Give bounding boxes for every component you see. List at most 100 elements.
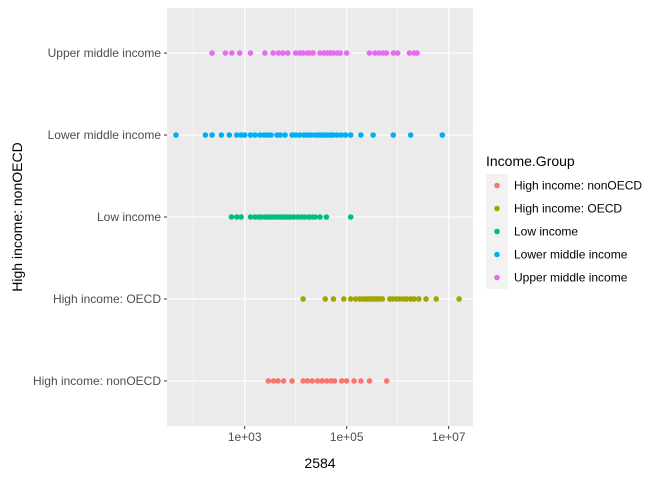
data-point <box>300 50 306 56</box>
points-layer <box>173 50 462 384</box>
data-point <box>300 296 306 302</box>
data-point <box>247 214 254 220</box>
x-axis-title: 2584 <box>304 455 335 471</box>
data-point <box>347 214 354 220</box>
legend-key-dot <box>494 182 500 189</box>
data-point <box>301 214 308 220</box>
data-point <box>383 50 390 56</box>
data-point <box>439 132 446 138</box>
data-point <box>342 132 349 138</box>
data-point <box>202 132 209 138</box>
data-point <box>252 132 258 138</box>
data-point <box>247 132 254 138</box>
data-point <box>343 50 350 56</box>
data-point <box>383 378 390 384</box>
data-point <box>312 214 318 220</box>
data-point <box>370 132 376 138</box>
data-point <box>334 132 340 138</box>
data-point <box>351 378 357 384</box>
legend-title: Income.Group <box>486 153 575 169</box>
data-point <box>280 50 286 56</box>
data-point <box>403 296 410 302</box>
data-point <box>416 296 422 302</box>
x-tick-label: 1e+05 <box>330 430 364 444</box>
y-axis-title: High income: nonOECD <box>9 142 25 291</box>
data-point <box>366 50 373 56</box>
data-point <box>233 214 240 220</box>
data-point <box>379 296 386 302</box>
legend-key-dot <box>494 251 500 258</box>
data-point <box>352 296 359 302</box>
data-point <box>209 132 215 138</box>
legend-label: Lower middle income <box>514 248 628 262</box>
data-point <box>411 296 417 302</box>
data-point <box>275 378 281 384</box>
data-point <box>330 296 337 302</box>
data-point <box>433 296 440 302</box>
data-point <box>265 378 272 384</box>
data-point <box>218 132 225 138</box>
data-point <box>270 50 276 56</box>
data-point <box>358 378 364 384</box>
data-point <box>317 214 323 220</box>
data-point <box>338 132 344 138</box>
data-point <box>347 132 354 138</box>
data-point <box>284 50 291 56</box>
data-point <box>247 50 254 56</box>
data-point <box>277 132 284 138</box>
data-point <box>236 50 243 56</box>
data-point <box>257 132 263 138</box>
data-point <box>347 296 354 302</box>
legend: Income.Group High income: nonOECD High in… <box>486 153 642 289</box>
legend-label: High income: nonOECD <box>514 179 642 193</box>
y-tick-label: High income: OECD <box>53 292 161 306</box>
data-point <box>358 132 364 138</box>
data-point <box>309 378 315 384</box>
data-point <box>338 378 345 384</box>
legend-label: Upper middle income <box>514 271 628 285</box>
data-point <box>292 132 299 138</box>
data-point <box>304 378 311 384</box>
data-point <box>300 378 306 384</box>
data-point <box>372 50 378 56</box>
data-point <box>296 132 303 138</box>
data-point <box>292 50 299 56</box>
data-point <box>324 378 330 384</box>
data-point <box>414 50 420 56</box>
x-tick-label: 1e+07 <box>432 430 466 444</box>
y-tick-label: High income: nonOECD <box>33 374 161 388</box>
data-point <box>228 214 235 220</box>
data-point <box>308 132 314 138</box>
data-point <box>423 296 429 302</box>
data-point <box>406 50 413 56</box>
data-point <box>317 50 323 56</box>
data-point <box>314 378 321 384</box>
data-point <box>241 132 248 138</box>
legend-key-dot <box>494 274 500 281</box>
data-point <box>262 50 268 56</box>
legend-label: Low income <box>514 225 578 239</box>
legend-key-dot <box>494 205 500 212</box>
data-point <box>337 50 344 56</box>
data-point <box>331 378 338 384</box>
legend-label: High income: OECD <box>514 202 622 216</box>
data-point <box>407 132 414 138</box>
data-point <box>310 50 316 56</box>
data-point <box>343 378 350 384</box>
data-point <box>282 132 288 138</box>
data-point <box>394 50 401 56</box>
data-point <box>233 132 240 138</box>
data-point <box>275 50 282 56</box>
data-point <box>319 378 325 384</box>
data-point <box>238 214 244 220</box>
y-tick-label: Lower middle income <box>48 128 162 142</box>
data-point <box>229 50 235 56</box>
data-point <box>209 50 215 56</box>
data-point <box>226 132 233 138</box>
data-point <box>270 378 277 384</box>
data-point <box>173 132 179 138</box>
axis-layer: High income: nonOECD High income: OECD Low… <box>33 46 466 444</box>
legend-key-dot <box>494 228 500 235</box>
